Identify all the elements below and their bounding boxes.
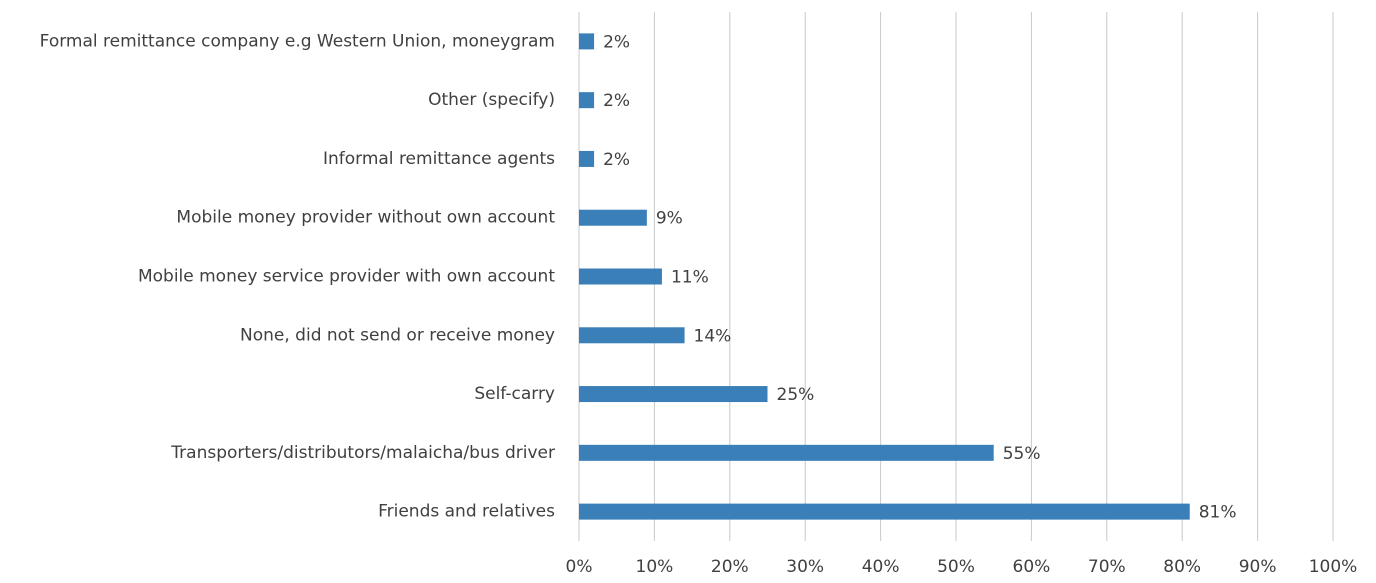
x-tick-label: 90%: [1239, 557, 1277, 577]
y-tick-label: Mobile money service provider with own a…: [138, 267, 555, 287]
x-tick-label: 30%: [786, 557, 824, 577]
value-label: 81%: [1199, 503, 1237, 523]
x-tick-label: 0%: [566, 557, 593, 577]
x-tick-label: 40%: [862, 557, 900, 577]
y-tick-label: Mobile money provider without own accoun…: [176, 208, 555, 228]
value-label: 55%: [1003, 444, 1041, 464]
value-label: 2%: [603, 150, 630, 170]
y-tick-label: Friends and relatives: [378, 502, 555, 522]
x-tick-label: 20%: [711, 557, 749, 577]
x-tick-label: 50%: [937, 557, 975, 577]
y-tick-label: None, did not send or receive money: [240, 325, 555, 345]
bar: [579, 209, 647, 226]
y-tick-label: Other (specify): [428, 90, 555, 110]
value-label: 2%: [603, 32, 630, 52]
y-tick-label: Informal remittance agents: [323, 149, 555, 169]
y-tick-label: Formal remittance company e.g Western Un…: [40, 31, 555, 51]
x-tick-label: 80%: [1163, 557, 1201, 577]
bar: [579, 92, 595, 109]
x-tick-label: 100%: [1309, 557, 1358, 577]
value-label: 11%: [671, 268, 709, 288]
bar: [579, 503, 1190, 520]
value-label: 25%: [777, 385, 815, 405]
bar: [579, 327, 685, 344]
bar: [579, 444, 994, 461]
y-tick-label: Transporters/distributors/malaicha/bus d…: [170, 443, 555, 463]
x-tick-label: 10%: [636, 557, 674, 577]
x-tick-label: 60%: [1013, 557, 1051, 577]
y-tick-label: Self-carry: [474, 384, 555, 404]
value-label: 14%: [694, 326, 732, 346]
bar: [579, 268, 662, 285]
value-label: 9%: [656, 209, 683, 229]
bar: [579, 150, 595, 167]
bar: [579, 386, 768, 403]
value-label: 2%: [603, 91, 630, 111]
x-tick-label: 70%: [1088, 557, 1126, 577]
bar: [579, 33, 595, 50]
